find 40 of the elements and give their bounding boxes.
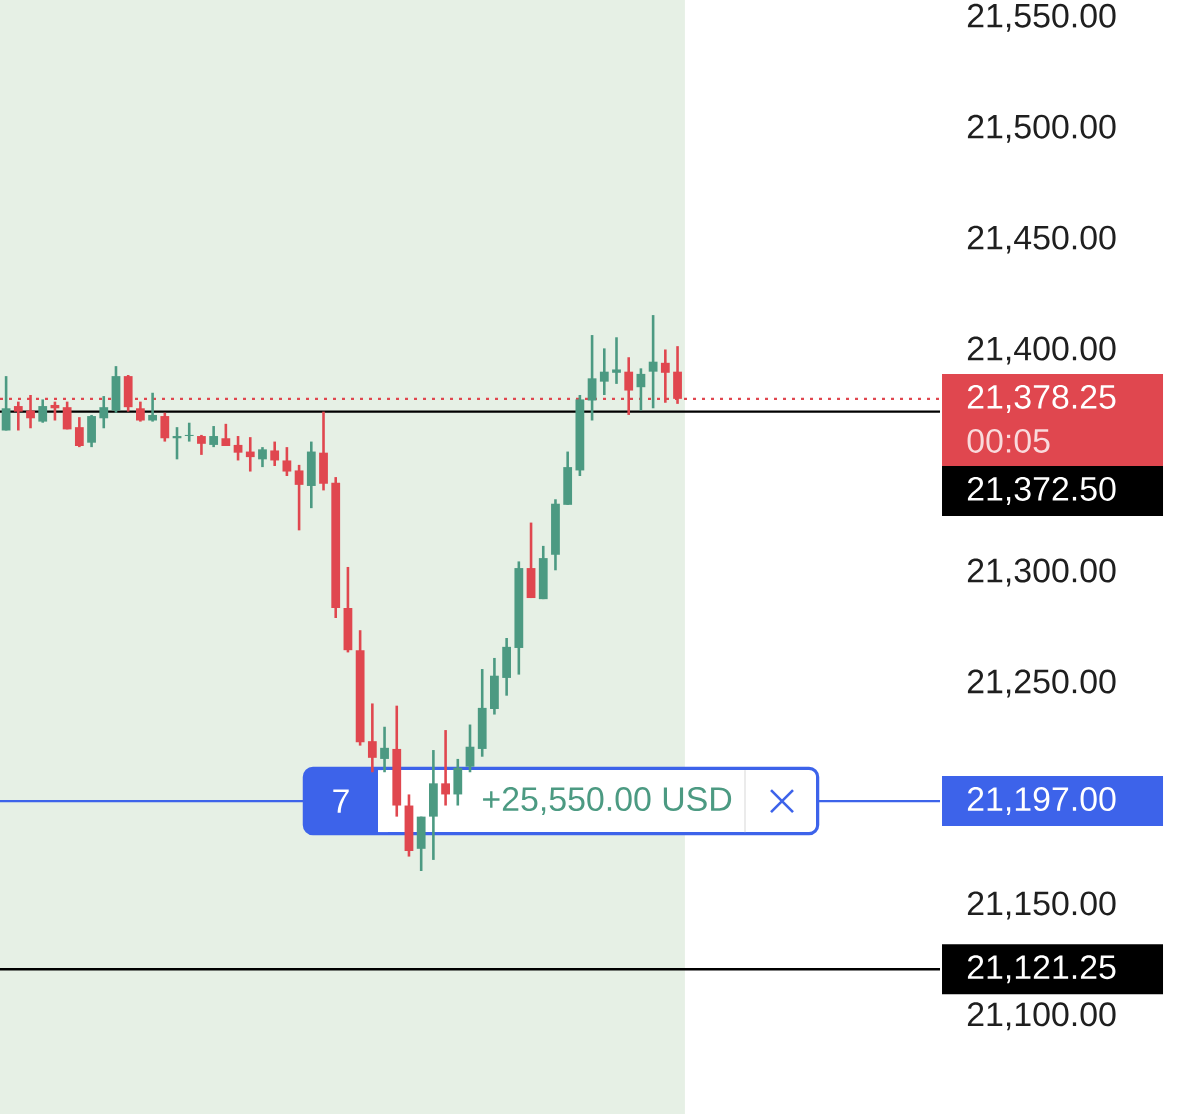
candlestick xyxy=(258,445,267,469)
ref-line-label: 21,372.50 xyxy=(967,476,1116,505)
candlestick xyxy=(270,440,280,468)
annotation: +25,550.00 USD xyxy=(483,787,732,816)
candlestick xyxy=(99,394,109,430)
candlestick xyxy=(599,347,609,397)
candlestick xyxy=(612,335,621,386)
text: 00:05 xyxy=(967,428,1050,453)
candlestick xyxy=(62,400,72,431)
y-tick-label: 21,450.00 xyxy=(967,225,1116,254)
y-tick-label: 21,400.00 xyxy=(967,336,1116,365)
y-tick-label: 21,500.00 xyxy=(967,114,1116,143)
candlestick xyxy=(233,434,243,462)
candlestick xyxy=(160,411,170,443)
y-tick-label: 21,550.00 xyxy=(967,3,1116,32)
candlestick xyxy=(136,400,145,423)
candlestick xyxy=(148,391,157,423)
y-tick-label: 21,150.00 xyxy=(967,891,1116,920)
candlestick xyxy=(245,435,255,473)
ref-line-label: 21,121.25 xyxy=(967,955,1116,984)
ref-line-label: 21,197.00 xyxy=(967,787,1116,816)
candlestick xyxy=(587,333,597,422)
y-tick-label: 21,300.00 xyxy=(967,558,1116,587)
candlestick xyxy=(74,415,84,449)
annotation: 7 xyxy=(333,789,349,813)
candlestick xyxy=(648,313,658,410)
ref-line-label: 21,378.25 xyxy=(967,384,1116,413)
candlestick xyxy=(465,723,475,774)
candlestick xyxy=(282,445,292,478)
y-tick-label: 21,100.00 xyxy=(967,1002,1116,1031)
candlestick xyxy=(1,374,11,432)
candlestick xyxy=(197,433,206,457)
candlestick xyxy=(184,421,194,443)
candlestick xyxy=(38,398,48,425)
candlestick xyxy=(13,400,23,432)
candlestick xyxy=(209,424,219,449)
candlestick xyxy=(367,702,377,774)
y-tick-label: 21,250.00 xyxy=(967,669,1116,698)
candlestick xyxy=(294,463,304,532)
candlestick xyxy=(441,728,450,807)
